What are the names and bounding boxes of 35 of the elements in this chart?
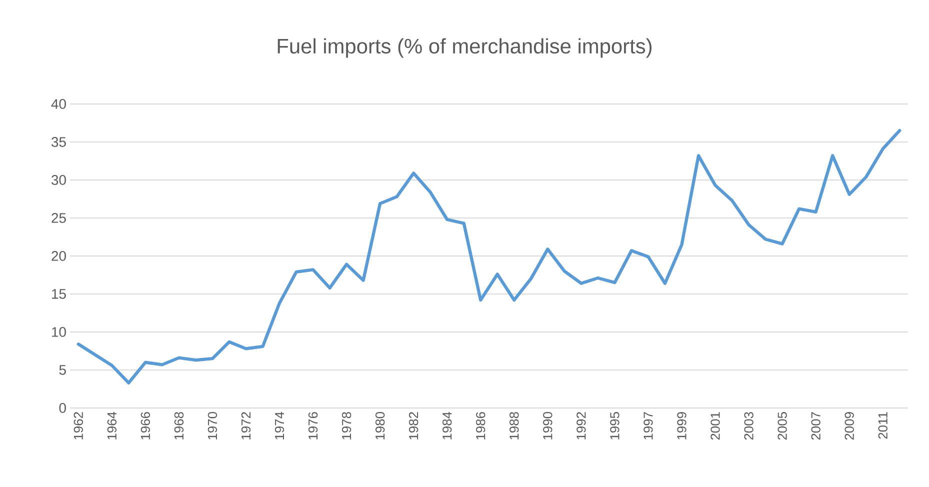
y-tick-label: 20 [52,251,66,261]
x-tick-label: 1980 [375,412,385,440]
x-tick-label: 1992 [576,412,586,440]
x-tick-label: 1976 [308,412,318,440]
x-tick-label: 2003 [744,412,754,440]
y-tick-label: 10 [52,327,66,337]
x-tick-label: 1966 [140,412,150,440]
x-tick-label: 1984 [442,412,452,440]
x-tick-label: 1978 [342,412,352,440]
x-tick-label: 1970 [208,412,218,440]
y-tick-label: 15 [52,289,66,299]
y-tick-label: 35 [52,137,66,147]
x-tick-label: 1982 [409,412,418,440]
x-tick-label: 2009 [844,412,854,440]
x-tick-label: 1997 [644,412,653,440]
x-tick-label: 2007 [811,412,820,440]
x-tick-label: 1986 [476,412,486,440]
x-tick-label: 1962 [74,412,83,440]
y-tick-label: 5 [59,365,66,375]
y-tick-label: 0 [59,403,66,413]
x-tick-label: 1990 [543,412,552,440]
y-tick-label: 30 [52,175,66,185]
y-tick-label: 40 [51,99,66,109]
x-tick-label: 1999 [677,412,686,440]
x-tick-label: 1968 [174,412,184,440]
x-tick-label: 1995 [610,412,620,440]
x-tick-label: 2011 [878,412,888,439]
y-tick-label: 25 [52,213,66,223]
x-tick-label: 2001 [710,412,720,440]
chart-title: Fuel imports (% of merchandise imports) [278,38,652,58]
x-tick-label: 1974 [274,412,284,440]
x-tick-label: 1972 [241,412,251,440]
x-tick-label: 1988 [510,412,519,440]
x-tick-label: 2005 [778,412,787,440]
x-tick-label: 1964 [107,412,116,440]
